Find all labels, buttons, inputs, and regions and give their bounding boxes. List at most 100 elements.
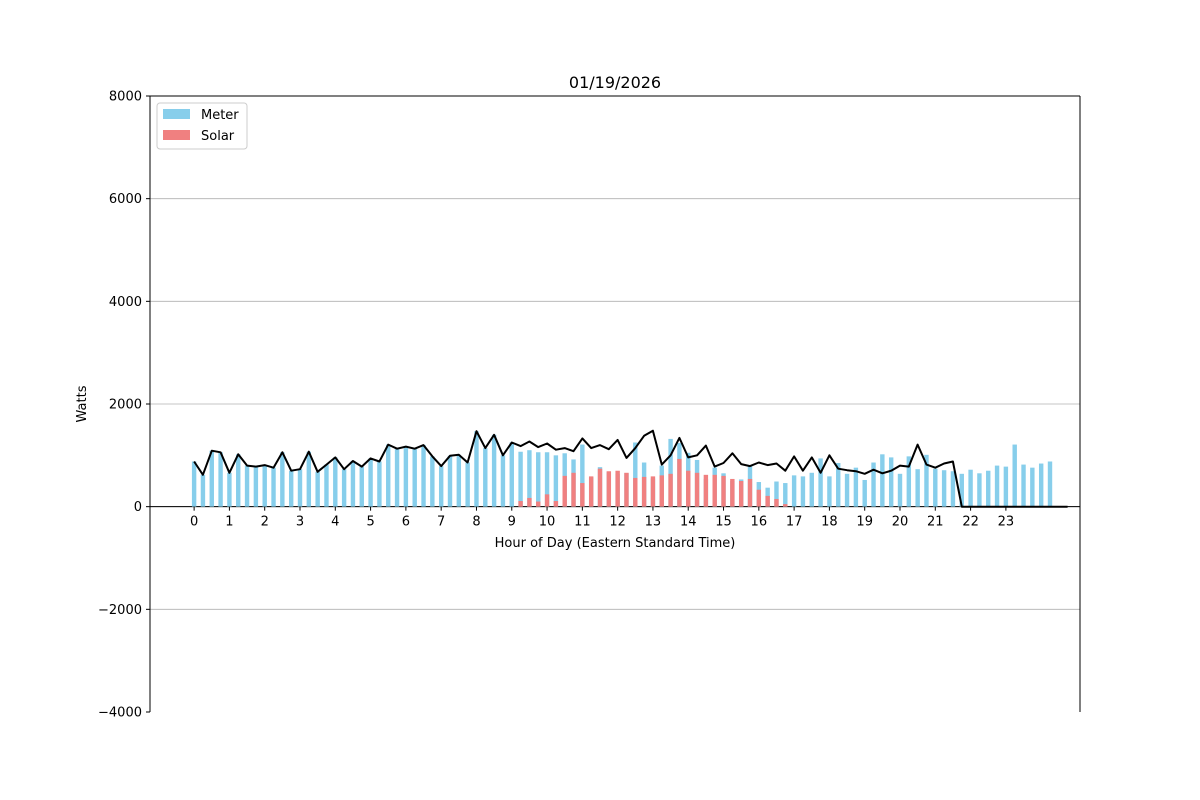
- y-tick-label: 8000: [109, 90, 142, 105]
- total-line-group: [193, 429, 1068, 508]
- meter-bar: [897, 473, 903, 507]
- x-tick-label: 9: [508, 515, 516, 530]
- solar-bar: [694, 472, 700, 507]
- x-tick-label: 22: [962, 515, 979, 530]
- meter-bar: [633, 442, 638, 507]
- meter-bar: [888, 457, 894, 507]
- meter-bar: [668, 438, 673, 507]
- meter-bar: [941, 470, 947, 507]
- meter-bar: [1038, 463, 1044, 507]
- meter-bar: [483, 448, 488, 507]
- meter-bar: [244, 465, 250, 507]
- meter-bar: [836, 463, 841, 507]
- solar-bar: [774, 498, 779, 507]
- meter-bar: [527, 450, 532, 507]
- meter-bar: [827, 476, 832, 507]
- meter-bar: [297, 469, 303, 507]
- meter-bar: [1012, 444, 1017, 507]
- meter-bar: [491, 434, 497, 507]
- solar-bar: [756, 489, 762, 507]
- total-line: [193, 429, 1068, 508]
- solar-bar: [677, 458, 682, 507]
- y-tick-label: 2000: [109, 398, 142, 413]
- meter-bar: [915, 469, 920, 507]
- y-tick-label: −4000: [98, 706, 142, 721]
- meter-bar: [844, 473, 850, 507]
- x-tick-label: 4: [331, 515, 339, 530]
- meter-bar: [412, 448, 417, 507]
- x-tick-label: 2: [261, 515, 269, 530]
- meter-bar: [262, 465, 267, 507]
- legend: Meter Solar: [156, 102, 248, 150]
- meter-bar: [553, 455, 559, 507]
- solar-bar: [606, 471, 612, 507]
- meter-bar: [977, 473, 982, 507]
- meter-bar: [853, 467, 859, 507]
- meter-bar: [359, 466, 364, 507]
- meter-bar: [271, 467, 276, 507]
- solar-bar: [562, 475, 567, 507]
- meter-bar: [818, 458, 823, 507]
- x-axis-label: Hour of Day (Eastern Standard Time): [495, 536, 736, 551]
- x-tick-label: 20: [892, 515, 909, 530]
- meter-bar: [580, 444, 585, 507]
- meter-bar: [386, 444, 391, 507]
- meter-bar: [1030, 467, 1035, 507]
- legend-swatch-solar: [163, 130, 190, 140]
- meter-bar: [1021, 464, 1026, 507]
- x-tick-label: 7: [437, 515, 445, 530]
- meter-bar: [209, 450, 214, 507]
- solar-bar: [747, 478, 753, 507]
- meter-bar: [421, 445, 426, 507]
- meter-bar: [509, 442, 514, 507]
- meter-bar: [447, 455, 453, 507]
- x-tick-label: 1: [225, 515, 233, 530]
- solar-bar: [597, 468, 603, 507]
- solar-bar: [783, 504, 788, 507]
- solar-bar: [518, 501, 523, 507]
- meter-bar: [1047, 461, 1053, 507]
- meter-bar: [791, 475, 797, 507]
- x-tick-label: 18: [821, 515, 838, 530]
- meter-bar: [871, 462, 876, 507]
- meter-bar: [315, 471, 320, 507]
- solar-bar: [721, 475, 726, 507]
- meter-bar: [994, 465, 1000, 507]
- y-axis-label: Watts: [75, 385, 90, 422]
- meter-bar: [800, 476, 806, 507]
- meter-bar: [438, 466, 444, 507]
- solar-bar: [615, 470, 620, 507]
- x-tick-label: 16: [751, 515, 768, 530]
- solar-bar: [624, 472, 629, 507]
- x-tick-label: 15: [715, 515, 732, 530]
- y-ticks: −4000 −2000 0 2000 4000 6000 8000: [98, 90, 150, 721]
- meter-bar: [333, 457, 338, 507]
- meter-bar: [774, 481, 779, 507]
- meter-bar: [200, 474, 206, 507]
- x-ticks: 0 1 2 3 4 5 6 7 8 9 10 11 12 13 14 15 16 17 18 19 20 21 22 23: [190, 506, 1015, 530]
- meter-bar: [288, 470, 294, 507]
- meter-bar: [227, 472, 232, 507]
- meter-bar: [1003, 466, 1009, 507]
- meter-bar: [465, 462, 470, 507]
- meter-bar: [986, 470, 991, 507]
- meter-bar: [218, 452, 223, 507]
- solar-bar: [536, 501, 541, 507]
- meter-bar: [518, 451, 523, 507]
- x-tick-label: 17: [786, 515, 803, 530]
- meter-bar: [280, 452, 285, 507]
- solar-bar: [553, 501, 559, 507]
- meter-bar: [191, 461, 197, 507]
- y-tick-label: 6000: [109, 192, 142, 207]
- solar-bar: [765, 495, 770, 507]
- solar-bar: [571, 472, 576, 507]
- meter-bar: [430, 456, 435, 507]
- x-tick-label: 23: [998, 515, 1015, 530]
- x-tick-label: 13: [645, 515, 662, 530]
- x-tick-label: 12: [609, 515, 626, 530]
- x-tick-label: 8: [472, 515, 480, 530]
- solar-bar: [668, 473, 673, 507]
- meter-bar: [377, 461, 382, 507]
- solar-bar: [659, 475, 664, 507]
- meter-bar: [253, 466, 259, 507]
